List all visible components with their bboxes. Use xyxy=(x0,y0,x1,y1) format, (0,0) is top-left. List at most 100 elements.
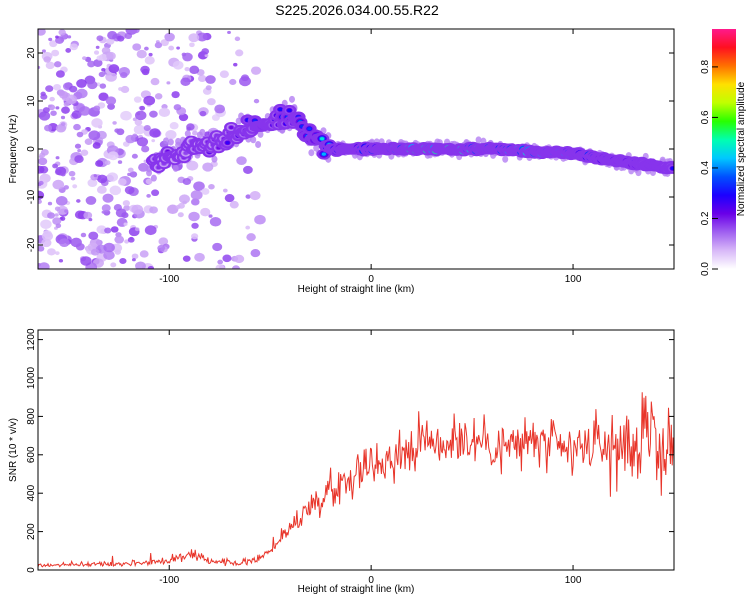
heatmap-cell xyxy=(93,174,98,178)
snr-y-tick-label: 0 xyxy=(26,567,37,573)
heatmap-cell xyxy=(87,80,98,90)
heatmap-cell xyxy=(205,85,212,91)
heatmap-cell xyxy=(98,53,108,62)
colorbar-gradient xyxy=(712,29,736,269)
heatmap-cell xyxy=(245,225,251,230)
heatmap-cell xyxy=(188,211,200,222)
heatmap-cell xyxy=(193,181,205,192)
heatmap-cell xyxy=(87,60,96,68)
heatmap-cell xyxy=(60,216,66,221)
spectrogram-x-axis: -100 0 100 xyxy=(159,29,582,285)
spectrogram-x-tick-label: 100 xyxy=(565,274,582,285)
heatmap-cell xyxy=(136,49,147,59)
heatmap-cell xyxy=(308,149,315,157)
heatmap-cell xyxy=(107,31,118,40)
heatmap-cell xyxy=(38,245,45,252)
heatmap-cell xyxy=(151,139,156,143)
heatmap-cell xyxy=(199,128,206,136)
heatmap-cell xyxy=(98,92,109,102)
heatmap-cell xyxy=(110,226,119,233)
heatmap-cell xyxy=(76,88,88,99)
heatmap-cell xyxy=(166,81,171,85)
heatmap-cell xyxy=(104,227,112,234)
heatmap-cell xyxy=(112,121,117,125)
heatmap-cell xyxy=(119,257,127,265)
heatmap-cell xyxy=(224,194,235,203)
heatmap-cell xyxy=(139,105,146,111)
heatmap-cell xyxy=(250,249,261,258)
heatmap-cell xyxy=(177,212,184,218)
heatmap-cell xyxy=(108,64,120,74)
heatmap-cell xyxy=(215,264,226,269)
heatmap-cell xyxy=(158,107,171,118)
heatmap-cell xyxy=(96,35,104,42)
heatmap-cell xyxy=(165,129,177,140)
heatmap-cell xyxy=(110,262,117,268)
snr-x-tick-label: 0 xyxy=(368,575,374,586)
heatmap-cell xyxy=(52,126,57,130)
heatmap-cell xyxy=(157,244,166,252)
heatmap-cell xyxy=(173,104,182,111)
heatmap-cell xyxy=(233,62,238,67)
heatmap-cell xyxy=(158,237,169,246)
heatmap-cell xyxy=(149,206,158,214)
heatmap-cell xyxy=(164,32,175,42)
snr-y-tick-label: 800 xyxy=(26,408,37,425)
heatmap-cell xyxy=(205,75,216,84)
heatmap-cell xyxy=(103,242,115,253)
heatmap-cell xyxy=(41,231,54,241)
heatmap-cell xyxy=(69,85,78,93)
heatmap-cell xyxy=(60,115,66,120)
spectrogram-y-tick-label: -20 xyxy=(26,237,37,252)
heatmap-cell xyxy=(65,48,72,53)
heatmap-cell xyxy=(149,128,161,138)
heatmap-cell xyxy=(127,167,134,173)
heatmap-cell xyxy=(212,242,223,252)
heatmap-cell xyxy=(143,125,151,131)
heatmap-cell xyxy=(257,130,264,138)
heatmap-cell xyxy=(55,156,60,160)
heatmap-cell xyxy=(287,108,292,112)
heatmap-cell xyxy=(123,222,128,226)
heatmap-cell xyxy=(93,59,103,67)
heatmap-cell xyxy=(201,48,210,55)
heatmap-cell xyxy=(250,136,257,144)
snr-x-axis: -100 0 100 xyxy=(159,330,582,586)
snr-x-tick-label: -100 xyxy=(159,575,179,586)
heatmap-cell xyxy=(131,204,144,215)
heatmap-cell xyxy=(92,142,101,149)
colorbar-label: Normalized spectral amplitude xyxy=(736,81,747,216)
snr-x-tick-label: 100 xyxy=(565,575,582,586)
heatmap-cell xyxy=(76,79,87,88)
heatmap-cell xyxy=(234,36,241,42)
heatmap-cell xyxy=(55,251,60,256)
heatmap-cell xyxy=(171,91,180,99)
heatmap-cell xyxy=(123,205,131,211)
heatmap-cell xyxy=(80,232,87,238)
snr-y-tick-label: 200 xyxy=(26,523,37,540)
snr-y-tick-label: 600 xyxy=(26,446,37,463)
heatmap-cell xyxy=(132,43,142,51)
heatmap-cell xyxy=(222,188,228,193)
heatmap-cell xyxy=(38,180,44,186)
snr-y-tick-label: 1200 xyxy=(26,328,37,351)
heatmap-cell xyxy=(40,149,49,156)
snr-panel: -100 0 100 0 200 400 600 800 1000 1200 Height of… xyxy=(8,328,675,595)
heatmap-cell xyxy=(47,212,55,219)
heatmap-cell xyxy=(249,191,261,201)
heatmap-cell xyxy=(127,237,135,243)
heatmap-cell xyxy=(140,65,150,74)
heatmap-cell xyxy=(76,131,84,138)
heatmap-cell xyxy=(115,208,127,218)
heatmap-cell xyxy=(202,162,214,172)
heatmap-cell xyxy=(64,209,69,213)
colorbar-tick-label: 0.0 xyxy=(700,262,711,276)
snr-y-axis: 0 200 400 600 800 1000 1200 xyxy=(26,328,674,573)
heatmap-cell xyxy=(63,101,70,107)
heatmap-cell xyxy=(65,94,78,105)
heatmap-cell xyxy=(172,164,179,172)
heatmap-cell xyxy=(127,172,132,177)
heatmap-cell xyxy=(55,106,60,110)
heatmap-cell xyxy=(44,124,53,132)
heatmap-cell xyxy=(109,185,122,196)
